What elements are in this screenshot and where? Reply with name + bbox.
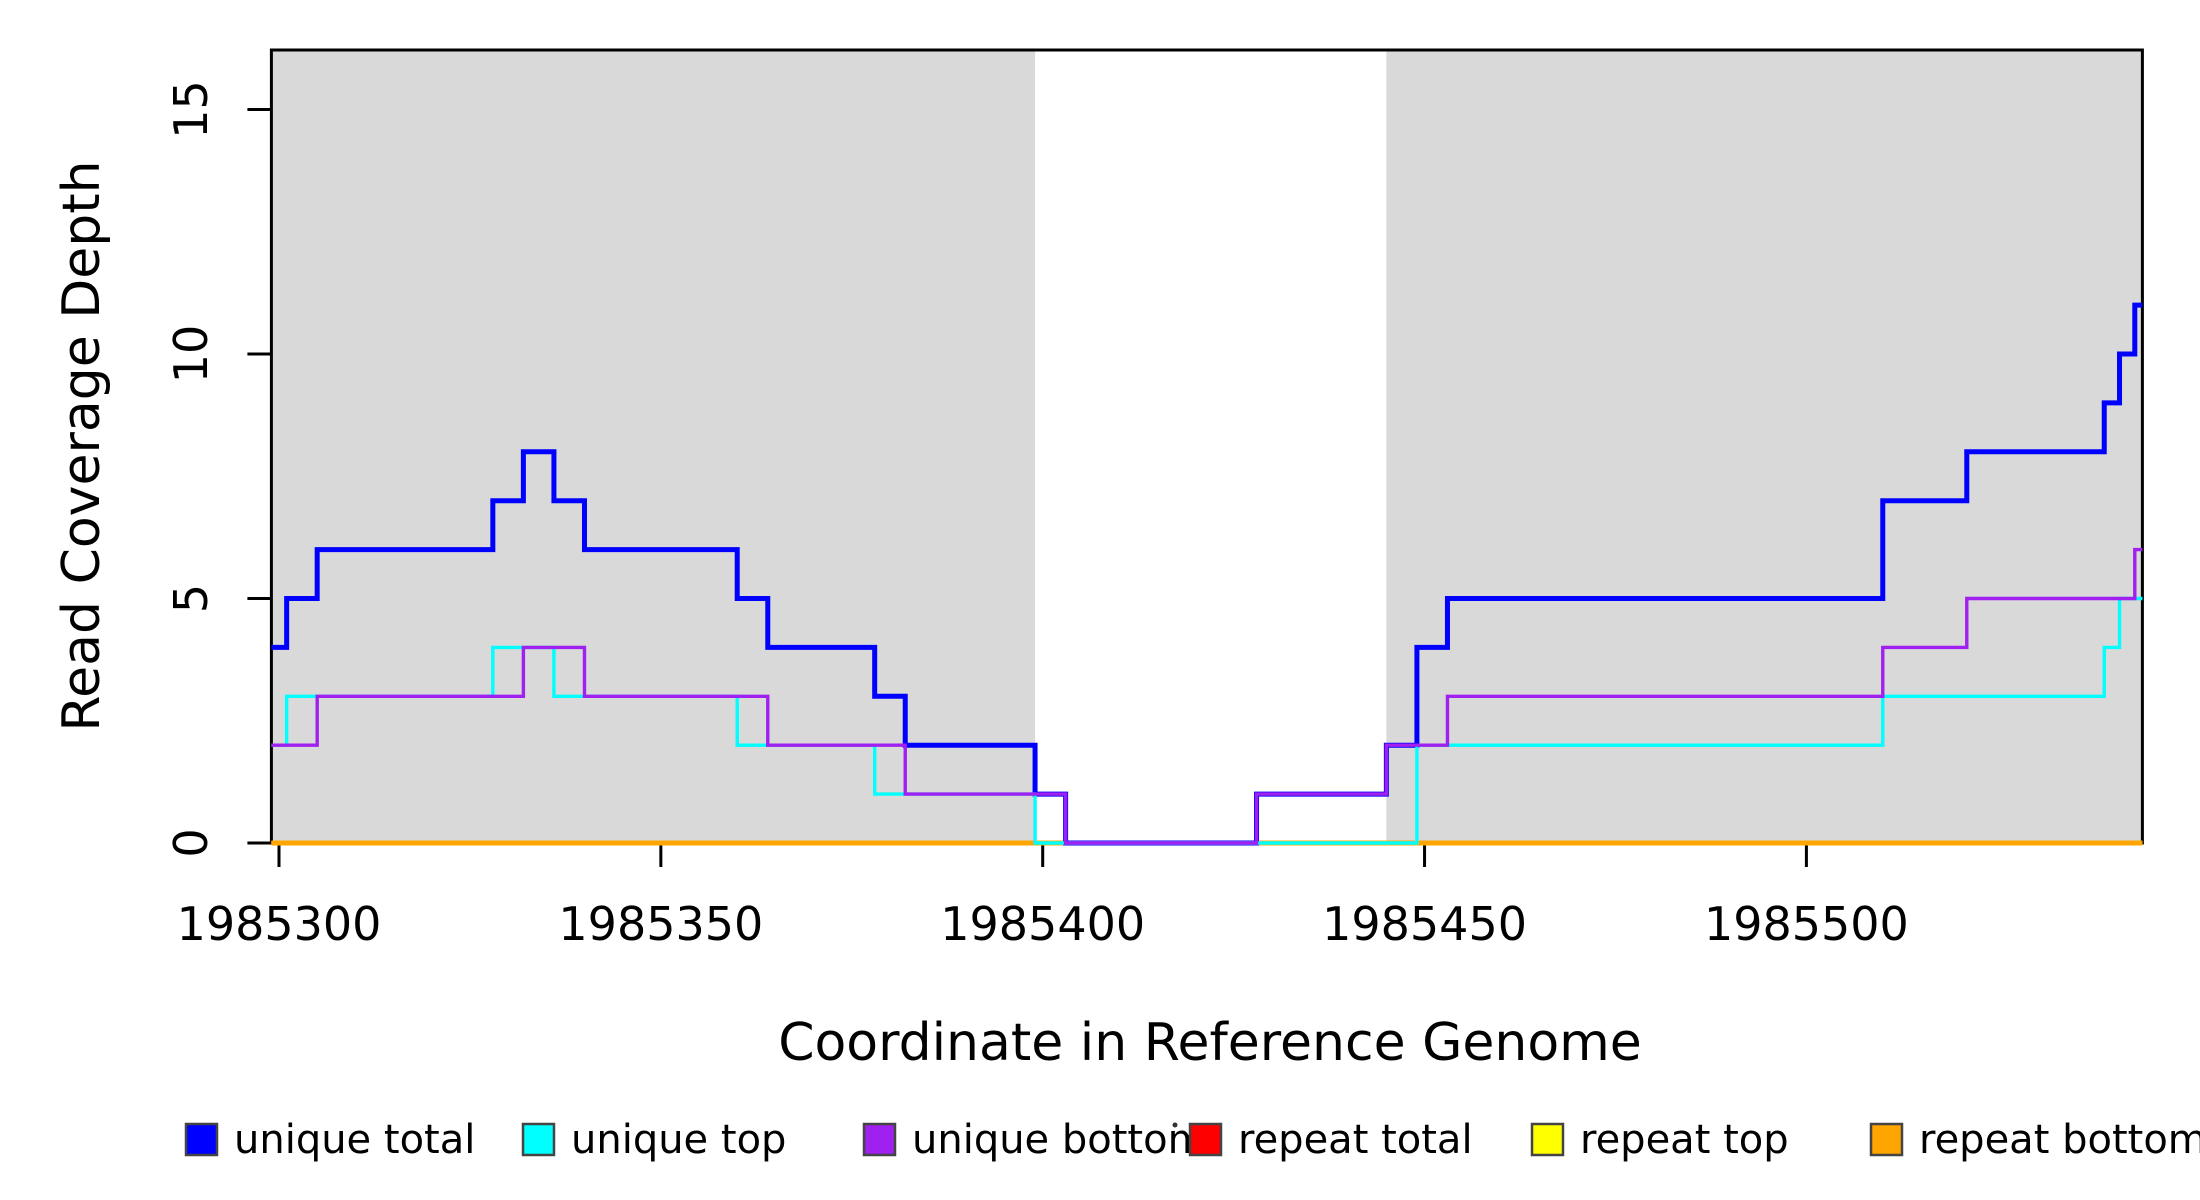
legend-label-unique-total: unique total — [234, 1117, 475, 1163]
y-tick-label-0: 0 — [164, 828, 218, 857]
legend-label-repeat-top: repeat top — [1580, 1117, 1789, 1163]
x-tick-label-1985300: 1985300 — [177, 897, 382, 951]
legend-label-repeat-total: repeat total — [1238, 1117, 1473, 1163]
x-tick-label-1985350: 1985350 — [558, 897, 763, 951]
legend-swatch-repeat-top — [1530, 1122, 1565, 1157]
legend-label-unique-top: unique top — [571, 1117, 786, 1163]
x-tick-label-1985450: 1985450 — [1322, 897, 1527, 951]
series-line-unique-total — [271, 302, 2143, 846]
legend-label-unique-bottom: unique bottom — [912, 1117, 1207, 1163]
legend-swatch-unique-total — [184, 1122, 219, 1157]
stray-dot — [1172, 1122, 1178, 1128]
y-tick-label-5: 5 — [164, 584, 218, 613]
x-tick-label-1985400: 1985400 — [940, 897, 1145, 951]
y-tick-label-10: 10 — [164, 325, 218, 384]
x-tick-label-1985500: 1985500 — [1704, 897, 1909, 951]
legend-swatch-unique-top — [521, 1122, 556, 1157]
x-axis-title: Coordinate in Reference Genome — [778, 1013, 1642, 1073]
shaded-region-1 — [1386, 50, 2143, 843]
legend-swatch-repeat-bottom — [1869, 1122, 1904, 1157]
series-line-unique-bottom — [271, 547, 2143, 845]
y-tick-label-15: 15 — [164, 80, 218, 139]
legend-swatch-unique-bottom — [862, 1122, 897, 1157]
legend-label-repeat-bottom: repeat bottom — [1919, 1117, 2200, 1163]
shaded-region-0 — [271, 50, 1036, 843]
y-axis-title: Read Coverage Depth — [52, 160, 112, 731]
legend-swatch-repeat-total — [1188, 1122, 1223, 1157]
